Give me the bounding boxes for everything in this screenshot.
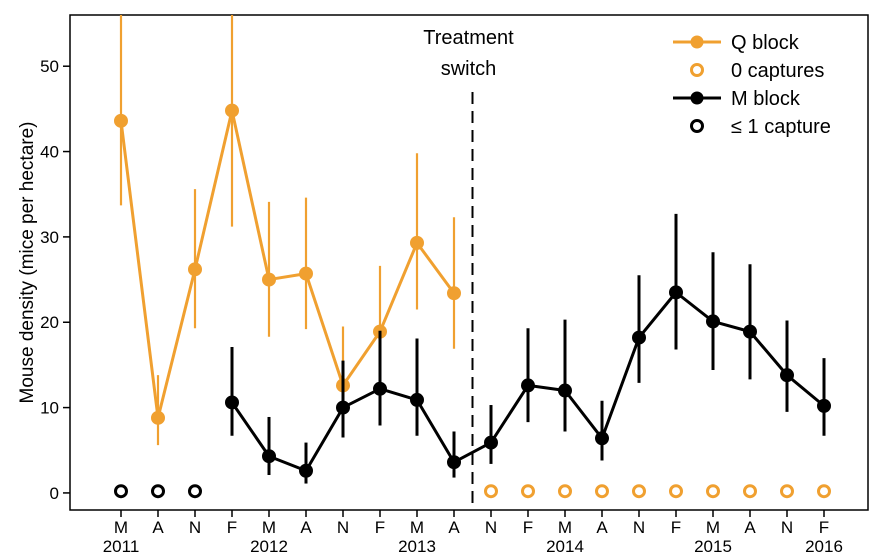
- q-block-line: [119, 109, 456, 420]
- m-block-point: [743, 324, 757, 339]
- m-block-zero-capture-point: [188, 484, 202, 499]
- legend-0-captures-label: 0 captures: [731, 60, 824, 82]
- series-q-block: [114, 15, 831, 499]
- q-block-zero-capture-point: [817, 484, 831, 499]
- y-tick-label: 0: [50, 484, 59, 503]
- legend-0-captures-marker: [690, 63, 704, 77]
- y-axis-label: Mouse density (mice per hectare): [17, 122, 38, 404]
- x-tick-label: M: [558, 518, 572, 537]
- plot-frame: [69, 14, 869, 511]
- q-block-zero-capture-point: [632, 484, 646, 499]
- q-block-point: [262, 272, 276, 287]
- q-block-zero-capture-point: [706, 484, 720, 499]
- x-tick-label: A: [596, 518, 608, 537]
- q-block-zero-capture-point: [521, 484, 535, 499]
- x-tick-label: M: [410, 518, 424, 537]
- q-block-zero-capture-point: [558, 484, 572, 499]
- legend: Q block 0 captures M block ≤ 1 capture: [673, 32, 831, 138]
- m-block-point: [558, 383, 572, 398]
- m-block-point: [225, 395, 239, 410]
- legend-q-block-marker: [690, 35, 704, 49]
- m-block-point: [780, 368, 794, 383]
- y-tick-label: 10: [40, 399, 59, 418]
- legend-q-block-label: Q block: [731, 32, 800, 54]
- m-block-zero-capture-point: [114, 484, 128, 499]
- m-block-point: [447, 455, 461, 470]
- year-label: 2015: [694, 537, 732, 556]
- x-tick-label: F: [227, 518, 237, 537]
- q-block-zero-capture-point: [780, 484, 794, 499]
- m-block-point: [595, 431, 609, 446]
- m-block-point: [484, 435, 498, 450]
- x-tick-label: F: [671, 518, 681, 537]
- q-block-point: [188, 262, 202, 277]
- y-tick-label: 40: [40, 143, 59, 162]
- series-m-block: [114, 213, 831, 499]
- y-tick-label: 50: [40, 57, 59, 76]
- legend-m-block-label: M block: [731, 88, 801, 110]
- m-block-point: [373, 381, 387, 396]
- x-tick-label: M: [262, 518, 276, 537]
- q-block-point: [410, 235, 424, 250]
- axes: 0 10 20 30 40 50 Mouse density (mice per hecta…: [17, 14, 869, 556]
- legend-1-capture-label: ≤ 1 capture: [731, 116, 831, 138]
- year-label: 2016: [805, 537, 843, 556]
- x-tick-label: A: [152, 518, 164, 537]
- y-tick-label: 30: [40, 228, 59, 247]
- treatment-switch-annotation: Treatment switch: [423, 27, 514, 510]
- q-block-point: [225, 103, 239, 118]
- q-block-point: [299, 266, 313, 281]
- year-label: 2012: [250, 537, 288, 556]
- treatment-switch-label-line2: switch: [441, 58, 497, 80]
- q-block-zero-capture-point: [484, 484, 498, 499]
- y-tick-label: 20: [40, 313, 59, 332]
- x-tick-label: N: [337, 518, 349, 537]
- legend-m-block-marker: [690, 91, 704, 105]
- x-tick-label: F: [523, 518, 533, 537]
- m-block-point: [669, 285, 683, 300]
- q-block-point: [114, 113, 128, 128]
- treatment-switch-label-line1: Treatment: [423, 27, 514, 49]
- x-tick-label: A: [744, 518, 756, 537]
- q-block-point: [447, 286, 461, 301]
- m-block-point: [336, 400, 350, 415]
- m-block-point: [706, 314, 720, 329]
- q-block-zero-capture-point: [669, 484, 683, 499]
- q-block-zero-capture-point: [743, 484, 757, 499]
- m-block-point: [299, 463, 313, 478]
- x-tick-label: M: [114, 518, 128, 537]
- m-block-zero-capture-point: [151, 484, 165, 499]
- x-tick-label: F: [375, 518, 385, 537]
- x-tick-label: N: [781, 518, 793, 537]
- legend-1-capture-marker: [690, 119, 704, 133]
- q-block-zero-capture-point: [595, 484, 609, 499]
- m-block-point: [262, 449, 276, 464]
- year-label: 2014: [546, 537, 584, 556]
- year-label: 2013: [398, 537, 436, 556]
- x-tick-label: N: [485, 518, 497, 537]
- m-block-point: [817, 398, 831, 413]
- year-label: 2011: [103, 537, 140, 556]
- series-layer: [114, 15, 831, 499]
- x-tick-label: M: [706, 518, 720, 537]
- x-tick-label: N: [189, 518, 201, 537]
- m-block-point: [521, 378, 535, 393]
- x-tick-label: N: [633, 518, 645, 537]
- m-block-point: [410, 392, 424, 407]
- x-tick-label: F: [819, 518, 829, 537]
- q-block-point: [151, 410, 165, 425]
- m-block-point: [632, 330, 646, 345]
- x-tick-label: A: [448, 518, 460, 537]
- x-tick-label: A: [300, 518, 312, 537]
